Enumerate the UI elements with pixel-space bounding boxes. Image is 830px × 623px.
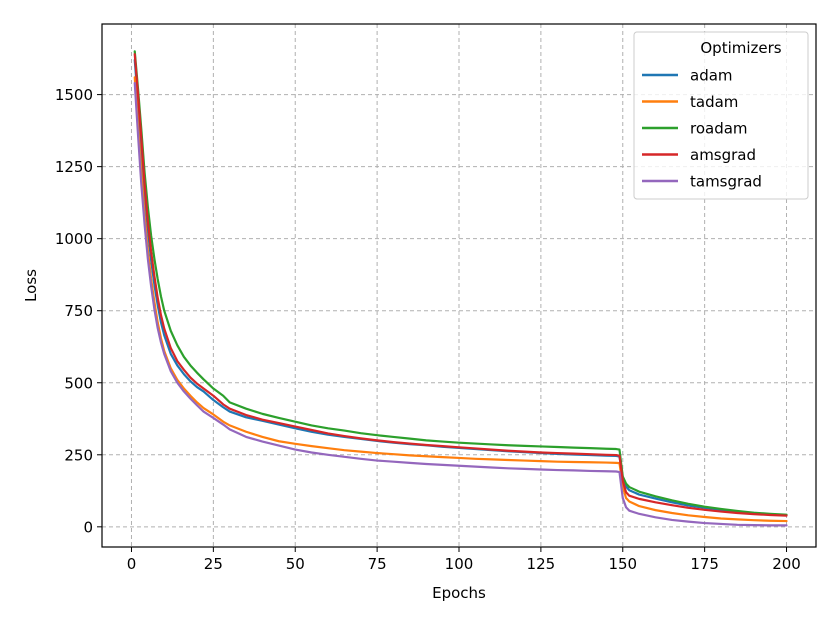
y-tick-label: 1500 — [55, 86, 93, 104]
legend-items: adam tadam roadam amsgrad tamsgrad — [642, 67, 762, 191]
series-line-amsgrad — [133, 53, 788, 517]
legend-label-roadam: roadam — [690, 120, 748, 138]
series-line-tamsgrad — [133, 81, 788, 527]
x-tick-label: 25 — [204, 555, 223, 573]
series-group — [133, 50, 788, 527]
y-tick-label: 1250 — [55, 158, 93, 176]
legend-title: Optimizers — [700, 39, 781, 57]
y-axis-title: Loss — [22, 269, 40, 302]
axis-ticks: 0 25 50 75 100 125 150 175 200 0 250 500 750 1000 1250… — [55, 86, 801, 573]
series-line-roadam — [133, 50, 788, 516]
y-tick-label: 750 — [64, 302, 93, 320]
legend-label-amsgrad: amsgrad — [690, 146, 756, 164]
y-tick-label: 500 — [64, 374, 93, 392]
x-tick-label: 125 — [527, 555, 556, 573]
legend-label-tamsgrad: tamsgrad — [690, 173, 762, 191]
x-tick-label: 50 — [286, 555, 305, 573]
x-tick-label: 175 — [690, 555, 719, 573]
legend-label-tadam: tadam — [690, 93, 738, 111]
legend-label-adam: adam — [690, 67, 733, 85]
y-tick-label: 250 — [64, 446, 93, 464]
grid — [102, 24, 816, 547]
x-tick-label: 0 — [127, 555, 137, 573]
x-tick-label: 75 — [368, 555, 387, 573]
y-tick-label: 1000 — [55, 230, 93, 248]
x-tick-label: 200 — [772, 555, 801, 573]
x-tick-label: 150 — [608, 555, 637, 573]
x-tick-label: 100 — [445, 555, 474, 573]
y-tick-label: 0 — [83, 518, 93, 536]
legend-box — [633, 31, 809, 200]
x-axis-title: Epochs — [432, 584, 486, 602]
legend: Optimizers adam tadam roadam amsgrad tamsgra… — [633, 31, 809, 200]
